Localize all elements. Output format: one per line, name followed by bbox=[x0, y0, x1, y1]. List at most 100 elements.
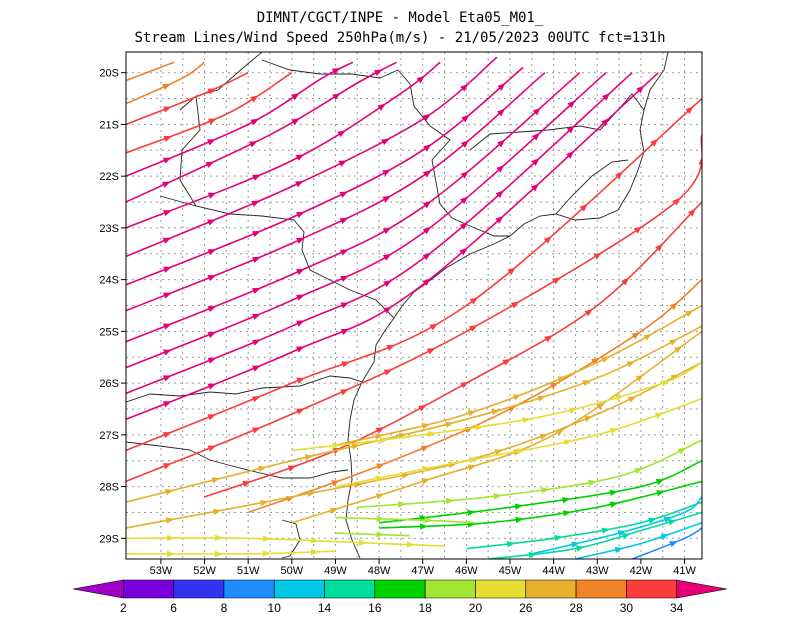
streamline-arrow bbox=[422, 278, 431, 286]
streamline-arrow bbox=[162, 432, 172, 439]
streamline-arrow bbox=[685, 310, 694, 317]
streamline-arrow bbox=[426, 347, 436, 355]
streamline-arrow bbox=[207, 357, 217, 364]
streamline-arrow bbox=[332, 93, 341, 101]
streamline-arrow bbox=[601, 527, 611, 534]
streamline-arrow bbox=[339, 217, 349, 224]
streamline-arrow bbox=[687, 208, 696, 217]
streamline-arrow bbox=[358, 539, 367, 546]
streamline-arrow bbox=[496, 108, 506, 117]
streamline-arrow bbox=[295, 154, 305, 161]
streamline-arrow bbox=[648, 517, 657, 524]
streamline-arrow bbox=[669, 541, 678, 548]
streamline-arrow bbox=[461, 114, 470, 123]
colorbar-label: 34 bbox=[670, 601, 684, 615]
streamline-arrow bbox=[541, 487, 550, 494]
streamline-arrow bbox=[655, 412, 664, 419]
streamline-arrow bbox=[531, 158, 540, 166]
streamline-arrow bbox=[382, 227, 392, 235]
streamline-arrow bbox=[528, 551, 537, 559]
streamline-arrow bbox=[401, 472, 410, 479]
streamline-arrow bbox=[207, 414, 217, 421]
colorbar-segment bbox=[626, 579, 677, 599]
x-axis: 53W 52W 51W 50W 49W 48W 47W 46W 45W 44W 43W 42W 41W bbox=[150, 559, 696, 577]
y-tick-label: 24S bbox=[99, 275, 119, 287]
streamline-arrow bbox=[419, 523, 429, 530]
streamline-arrow bbox=[252, 174, 261, 181]
streamline-arrow bbox=[609, 427, 619, 435]
streamline-arrow bbox=[617, 530, 627, 537]
streamline-arrow bbox=[601, 356, 610, 363]
streamline-arrow bbox=[667, 519, 677, 526]
streamline bbox=[126, 72, 293, 154]
streamline bbox=[575, 522, 702, 559]
streamline-arrow bbox=[506, 540, 516, 548]
streamline-arrow bbox=[296, 211, 305, 218]
x-tick-label: 50W bbox=[281, 565, 304, 577]
state-border-2 bbox=[126, 441, 349, 479]
streamline-arrow bbox=[669, 302, 678, 311]
colorbar-segment bbox=[575, 579, 627, 599]
streamline-arrow bbox=[397, 501, 407, 508]
colorbar-label: 10 bbox=[268, 601, 282, 615]
streamline-arrow bbox=[601, 118, 610, 127]
streamline bbox=[335, 532, 410, 537]
streamline-arrow bbox=[427, 430, 436, 438]
streamline-arrow bbox=[163, 210, 172, 217]
streamline-arrow bbox=[162, 83, 171, 90]
streamline-arrow bbox=[262, 550, 271, 557]
streamline-arrow bbox=[214, 534, 223, 542]
streamline-arrow bbox=[252, 339, 261, 346]
streamline-arrow bbox=[469, 325, 478, 332]
grid-lines bbox=[126, 52, 702, 559]
streamline-arrow bbox=[162, 157, 172, 164]
y-tick-label: 26S bbox=[99, 378, 119, 390]
x-tick-label: 52W bbox=[193, 565, 216, 577]
streamline-arrow bbox=[340, 328, 350, 335]
streamline bbox=[126, 72, 607, 369]
streamline-arrow bbox=[296, 377, 305, 384]
streamline-arrow bbox=[584, 308, 593, 317]
streamline-arrow bbox=[421, 478, 431, 485]
state-border-7 bbox=[469, 93, 645, 151]
streamline bbox=[126, 72, 546, 312]
streamline-arrow bbox=[296, 268, 305, 275]
streamline-arrow bbox=[211, 477, 221, 484]
colorbar-segment bbox=[374, 579, 426, 599]
streamline-arrow bbox=[421, 422, 431, 430]
streamline-arrow bbox=[557, 376, 566, 383]
streamline-arrow bbox=[460, 381, 469, 389]
streamline-arrow bbox=[660, 533, 670, 540]
streamline bbox=[631, 527, 702, 559]
streamline bbox=[126, 72, 581, 343]
streamline-arrow bbox=[296, 294, 305, 301]
streamline-arrow bbox=[377, 103, 386, 111]
streamline-arrow bbox=[596, 402, 605, 410]
streamline bbox=[126, 61, 205, 105]
streamline bbox=[247, 278, 702, 514]
colorbar-segment bbox=[123, 579, 174, 599]
state-border-5 bbox=[179, 95, 201, 207]
streamline-arrow bbox=[515, 516, 524, 524]
streamline-arrow bbox=[207, 383, 217, 390]
streamline-arrow bbox=[383, 369, 393, 376]
streamline-arrow bbox=[163, 135, 173, 142]
streamline-arrow bbox=[207, 88, 217, 95]
x-tick-label: 53W bbox=[150, 565, 173, 577]
streamline-arrow bbox=[295, 181, 304, 188]
streamline-arrow bbox=[643, 334, 652, 341]
streamline-arrow bbox=[338, 160, 347, 167]
streamline-arrow bbox=[207, 249, 217, 256]
streamline-arrow bbox=[495, 190, 504, 199]
streamline-arrow bbox=[591, 357, 600, 365]
streamline-arrow bbox=[422, 226, 432, 235]
streamline-arrow bbox=[460, 171, 469, 179]
x-tick-label: 48W bbox=[368, 565, 391, 577]
colorbar-segment bbox=[676, 579, 728, 599]
x-tick-label: 45W bbox=[499, 565, 522, 577]
streamline-arrow bbox=[420, 445, 430, 452]
streamline-arrow bbox=[161, 181, 171, 188]
streamline-arrow bbox=[383, 306, 392, 314]
colorbar-label: 30 bbox=[620, 601, 634, 615]
streamline-arrow bbox=[250, 118, 260, 126]
